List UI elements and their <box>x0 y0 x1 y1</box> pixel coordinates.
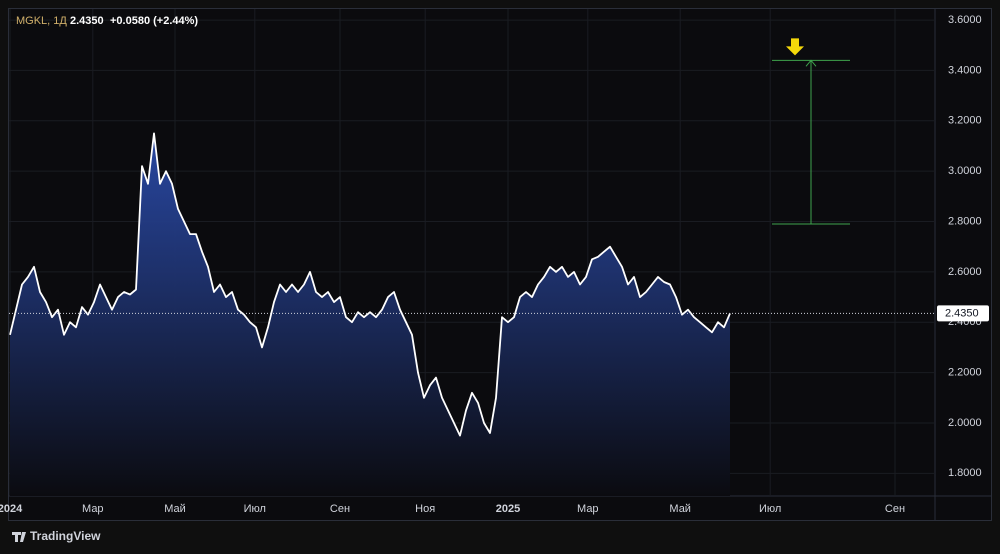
measure-arrowhead <box>805 59 817 67</box>
x-tick-label: Сен <box>885 503 905 515</box>
y-tick-label: 3.4000 <box>948 64 982 76</box>
area <box>10 133 730 496</box>
x-tick-label: Май <box>669 503 691 515</box>
y-tick-label: 2.0000 <box>948 417 982 429</box>
x-tick-label: 2025 <box>496 503 520 515</box>
y-tick-label: 2.2000 <box>948 367 982 379</box>
x-tick-label: Мар <box>577 503 599 515</box>
x-tick-label: Май <box>164 503 186 515</box>
last-price-label: 2.4350 <box>945 307 979 319</box>
last-price-box <box>937 305 989 322</box>
price-line <box>9 132 731 437</box>
x-tick-label: 2024 <box>0 503 23 515</box>
brand: TradingView <box>30 529 101 543</box>
change: +0.0580 (+2.44%) <box>110 15 198 27</box>
x-tick-label: Ноя <box>415 503 435 515</box>
x-tick-label: Мар <box>82 503 104 515</box>
y-tick-label: 1.8000 <box>948 467 982 479</box>
y-tick-label: 2.8000 <box>948 215 982 227</box>
price: 2.4350 <box>70 15 104 27</box>
marker-arrow <box>786 38 804 56</box>
y-tick-label: 2.6000 <box>948 266 982 278</box>
x-tick-label: Сен <box>330 503 350 515</box>
symbol: MGKL, 1Д <box>16 15 67 27</box>
x-tick-label: Июл <box>244 503 266 515</box>
y-tick-label: 3.6000 <box>948 14 982 26</box>
y-tick-label: 3.0000 <box>948 165 982 177</box>
y-tick-label: 3.2000 <box>948 115 982 127</box>
brand-logo <box>12 532 26 542</box>
x-tick-label: Июл <box>759 503 781 515</box>
